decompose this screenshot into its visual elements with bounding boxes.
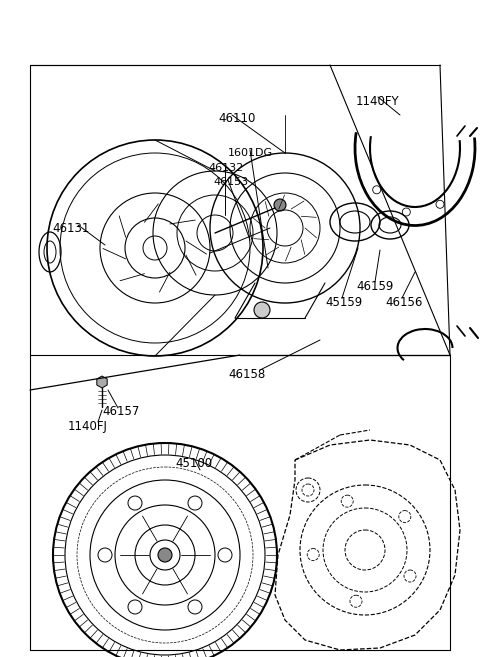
Text: 46110: 46110 bbox=[218, 112, 255, 125]
Text: 46131: 46131 bbox=[52, 222, 89, 235]
Circle shape bbox=[254, 302, 270, 318]
Text: 1140FY: 1140FY bbox=[356, 95, 400, 108]
Circle shape bbox=[158, 548, 172, 562]
Text: 46132: 46132 bbox=[208, 163, 243, 173]
Text: 46158: 46158 bbox=[228, 368, 265, 381]
Polygon shape bbox=[97, 376, 107, 388]
Text: 46157: 46157 bbox=[102, 405, 139, 418]
Text: 46159: 46159 bbox=[356, 280, 394, 293]
Text: 45100: 45100 bbox=[175, 457, 212, 470]
Text: 46153: 46153 bbox=[213, 177, 248, 187]
Text: 1601DG: 1601DG bbox=[228, 148, 273, 158]
Text: 1140FJ: 1140FJ bbox=[68, 420, 108, 433]
Text: 46156: 46156 bbox=[385, 296, 422, 309]
Text: 45159: 45159 bbox=[325, 296, 362, 309]
Circle shape bbox=[274, 199, 286, 211]
